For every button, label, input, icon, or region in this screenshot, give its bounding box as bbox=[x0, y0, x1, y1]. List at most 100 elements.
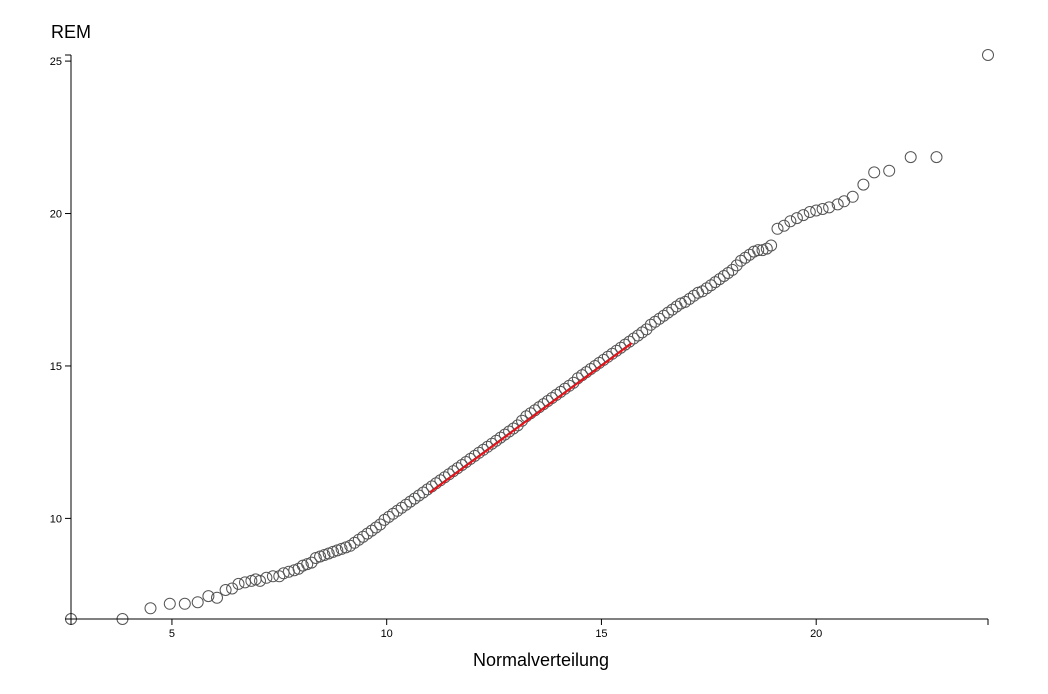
data-point bbox=[400, 498, 412, 511]
data-point bbox=[666, 303, 679, 316]
data-point bbox=[760, 242, 773, 255]
x-tick-label: 15 bbox=[595, 628, 607, 640]
data-point bbox=[644, 318, 657, 331]
data-point bbox=[717, 270, 730, 282]
data-point bbox=[417, 486, 430, 499]
data-point bbox=[163, 597, 176, 610]
x-tick-label: 20 bbox=[810, 628, 822, 640]
data-point bbox=[623, 335, 636, 348]
data-point bbox=[683, 292, 696, 305]
data-point bbox=[904, 151, 917, 164]
data-point bbox=[494, 431, 507, 444]
data-point bbox=[705, 279, 717, 292]
data-point bbox=[857, 178, 870, 191]
data-point bbox=[735, 254, 747, 267]
data-point bbox=[696, 285, 709, 298]
data-point bbox=[649, 315, 662, 328]
data-point bbox=[503, 425, 516, 438]
data-point bbox=[709, 276, 722, 289]
data-point bbox=[679, 295, 692, 308]
data-point bbox=[144, 602, 157, 615]
data-point bbox=[387, 507, 400, 520]
data-point bbox=[816, 203, 829, 215]
data-point bbox=[485, 437, 498, 450]
data-point bbox=[404, 495, 417, 508]
y-axis-title: REM bbox=[51, 22, 91, 42]
data-point bbox=[202, 590, 215, 603]
data-point bbox=[838, 195, 851, 208]
data-point bbox=[382, 510, 395, 523]
data-point bbox=[930, 151, 943, 164]
data-point bbox=[219, 584, 232, 596]
data-point bbox=[739, 251, 752, 264]
data-point bbox=[352, 533, 365, 546]
data-point bbox=[797, 209, 810, 222]
data-point bbox=[378, 513, 391, 526]
data-points bbox=[65, 49, 994, 625]
data-point bbox=[640, 323, 653, 336]
data-point bbox=[713, 273, 726, 286]
y-tick-label: 20 bbox=[50, 209, 62, 221]
data-point bbox=[657, 309, 670, 322]
data-point bbox=[778, 219, 790, 232]
x-tick-label: 5 bbox=[169, 628, 175, 640]
data-point bbox=[823, 201, 836, 214]
data-point bbox=[374, 518, 387, 531]
data-point bbox=[239, 576, 251, 589]
data-point bbox=[752, 244, 765, 257]
data-point bbox=[700, 282, 713, 295]
data-point bbox=[846, 190, 859, 203]
data-point bbox=[408, 492, 421, 505]
data-point bbox=[191, 596, 204, 609]
data-point bbox=[662, 306, 674, 319]
data-point bbox=[395, 501, 408, 514]
data-point bbox=[982, 49, 994, 61]
data-point bbox=[211, 591, 223, 604]
data-point bbox=[627, 332, 640, 345]
y-tick-label: 15 bbox=[50, 361, 62, 373]
y-axis-ticks: 10 15 20 25 bbox=[50, 54, 71, 620]
data-point bbox=[883, 164, 896, 177]
data-point bbox=[632, 329, 644, 342]
x-axis-ticks: 5 10 15 20 bbox=[70, 619, 989, 640]
x-axis-title: Normalverteilung bbox=[473, 650, 609, 670]
data-point bbox=[370, 521, 382, 534]
data-point bbox=[730, 259, 743, 272]
data-point bbox=[726, 263, 739, 276]
data-point bbox=[266, 570, 279, 583]
data-point bbox=[178, 597, 191, 610]
data-point bbox=[790, 212, 803, 225]
data-point bbox=[868, 166, 881, 179]
data-point bbox=[498, 428, 511, 441]
data-point bbox=[507, 422, 520, 435]
data-point bbox=[357, 530, 370, 543]
data-point bbox=[803, 206, 816, 218]
data-point bbox=[365, 524, 378, 537]
data-point bbox=[636, 326, 649, 339]
x-tick-label: 10 bbox=[381, 628, 393, 640]
data-point bbox=[277, 567, 290, 580]
data-point bbox=[348, 536, 361, 549]
data-point bbox=[226, 582, 239, 595]
data-point bbox=[490, 434, 503, 447]
data-point bbox=[511, 419, 524, 432]
data-point bbox=[273, 570, 286, 583]
data-point bbox=[765, 239, 778, 252]
data-point bbox=[305, 556, 318, 569]
data-point bbox=[361, 527, 374, 540]
data-point bbox=[391, 504, 404, 517]
data-point bbox=[232, 577, 245, 590]
data-point bbox=[831, 198, 844, 211]
data-point bbox=[653, 312, 666, 325]
data-point bbox=[254, 574, 266, 587]
data-point bbox=[260, 571, 273, 584]
reference-line bbox=[428, 342, 633, 494]
y-tick-label: 25 bbox=[50, 56, 62, 68]
data-point bbox=[771, 222, 784, 235]
y-tick-label: 10 bbox=[50, 513, 62, 525]
data-point bbox=[722, 267, 735, 279]
data-point bbox=[784, 215, 797, 228]
data-point bbox=[412, 489, 425, 502]
data-point bbox=[344, 539, 357, 552]
